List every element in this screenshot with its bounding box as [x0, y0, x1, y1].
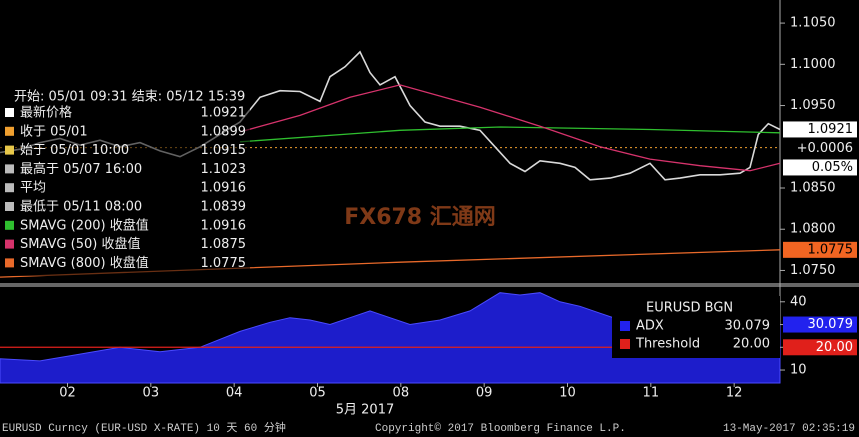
legend-value: 1.0839	[201, 200, 247, 215]
threshold-box	[783, 339, 857, 356]
price-box	[783, 241, 857, 258]
change-pct-label: 0.05%	[812, 160, 853, 175]
legend-label: SMAVG (800) 收盘值	[20, 255, 149, 271]
legend-swatch	[5, 126, 14, 136]
legend-value: 1.0775	[201, 256, 247, 271]
adx-legend-background	[612, 296, 780, 358]
legend-label: 最高于 05/07 16:00	[20, 161, 142, 177]
legend-swatch	[5, 220, 14, 230]
legend-swatch	[5, 258, 14, 268]
footer-center: Copyright© 2017 Bloomberg Finance L.P.	[375, 423, 626, 435]
legend-swatch	[5, 164, 14, 174]
legend-label: 收于 05/01	[20, 124, 88, 139]
legend-label: 平均	[20, 181, 46, 196]
x-tick-label: 10	[559, 386, 576, 401]
x-tick-label: 09	[476, 386, 493, 401]
adx-legend-swatch	[620, 339, 630, 349]
panel-separator	[0, 283, 859, 287]
x-tick-label: 03	[143, 386, 160, 401]
legend-label: 最新价格	[20, 105, 72, 121]
adx-legend-title: EURUSD BGN	[646, 301, 733, 316]
x-tick-label: 02	[59, 386, 76, 401]
legend-swatch	[5, 239, 14, 249]
legend-value: 1.1023	[201, 162, 247, 177]
y-tick-label: 1.0850	[790, 181, 836, 196]
y-tick-label: 1.0750	[790, 263, 836, 278]
legend-swatch	[5, 183, 14, 193]
footer-right: 13-May-2017 02:35:19	[723, 423, 855, 435]
legend-label: SMAVG (50) 收盘值	[20, 236, 140, 252]
legend-value: 1.0875	[201, 237, 247, 252]
x-tick-label: 08	[393, 386, 410, 401]
adx-box-label: 30.079	[808, 317, 854, 332]
legend-swatch	[5, 145, 14, 155]
x-tick-label: 11	[643, 386, 660, 401]
change-label: +0.0006	[797, 141, 853, 156]
watermark: FX678 汇通网	[344, 205, 496, 230]
legend-swatch	[5, 202, 14, 211]
adx-legend-label: ADX	[636, 319, 664, 334]
legend-background	[0, 85, 250, 276]
legend-swatch	[5, 108, 14, 117]
legend-value: 1.0916	[201, 218, 247, 233]
y-tick-label: 1.1050	[790, 16, 836, 31]
price-box	[783, 121, 857, 138]
legend-header: 开始: 05/01 09:31 结束: 05/12 15:39	[14, 90, 245, 105]
x-tick-label: 12	[726, 386, 743, 401]
moving-average	[239, 84, 781, 172]
y-tick-label: 10	[790, 363, 807, 378]
price-box-label: 1.0775	[808, 242, 854, 257]
moving-average	[239, 126, 781, 143]
threshold-box-label: 20.00	[816, 340, 853, 355]
y-tick-label: 1.1000	[790, 57, 836, 72]
adx-legend-value: 30.079	[725, 319, 771, 334]
legend-label: 最低于 05/11 08:00	[20, 200, 142, 215]
y-tick-label: 40	[790, 294, 807, 309]
x-axis-label: 5月 2017	[336, 403, 395, 418]
footer-left: EURUSD Curncy (EUR-USD X-RATE) 10 天 60 分…	[2, 420, 286, 435]
legend-label: 始于 05/01 10:00	[20, 143, 129, 158]
legend-value: 1.0916	[201, 181, 247, 196]
x-tick-label: 04	[226, 386, 243, 401]
y-tick-label: 1.0800	[790, 222, 836, 237]
legend-value: 1.0915	[201, 143, 247, 158]
adx-legend-swatch	[620, 321, 630, 331]
adx-box	[783, 316, 857, 333]
legend-value: 1.0921	[201, 106, 247, 121]
change-pct-box	[783, 159, 857, 176]
y-tick-label: 1.0950	[790, 98, 836, 113]
price-box-label: 1.0921	[808, 122, 854, 137]
x-tick-label: 05	[309, 386, 326, 401]
legend-label: SMAVG (200) 收盘值	[20, 217, 149, 233]
adx-legend-label: Threshold	[635, 337, 700, 352]
legend-value: 1.0899	[201, 124, 247, 139]
adx-legend-value: 20.00	[733, 337, 770, 352]
